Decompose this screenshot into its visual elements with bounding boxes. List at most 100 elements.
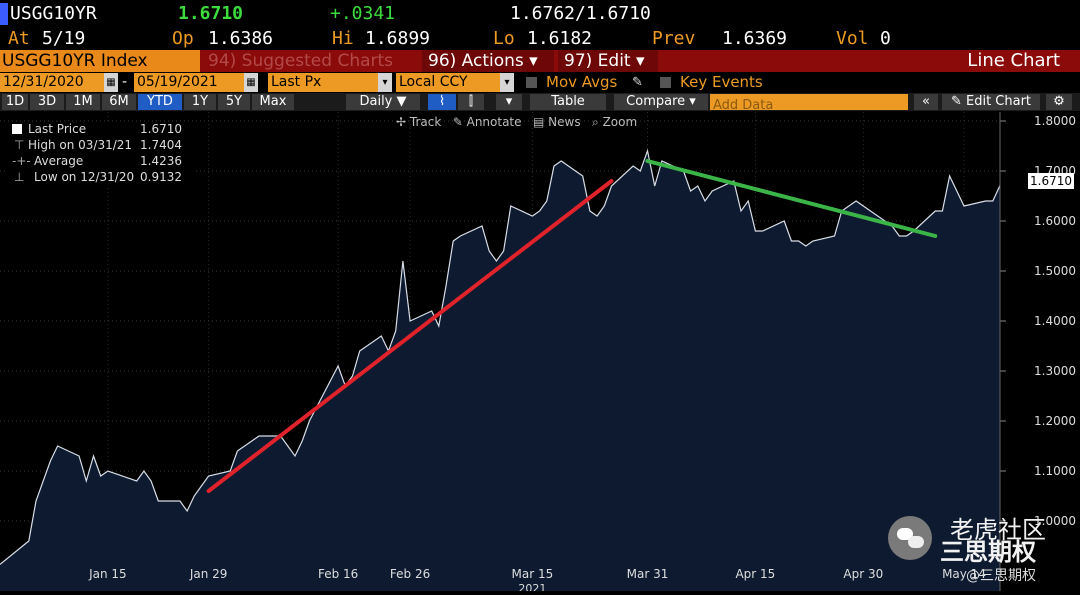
period-1m[interactable]: 1M (66, 94, 100, 110)
field-dropdown-icon[interactable]: ▾ (378, 73, 392, 92)
bar-chart-icon[interactable]: ⫿ (458, 94, 484, 110)
low-marker-icon: ⊥ (14, 170, 25, 184)
bid-ask: 1.6762/1.6710 (510, 3, 651, 24)
price-area (0, 150, 1000, 592)
security-name[interactable]: USGG10YR Index (0, 50, 200, 72)
period-3d[interactable]: 3D (30, 94, 64, 110)
table-button[interactable]: Table (530, 94, 606, 110)
mov-avgs-label[interactable]: Mov Avgs (546, 73, 618, 91)
start-calendar-icon[interactable]: ▦ (104, 73, 118, 92)
edit-chart-label: Edit Chart (966, 94, 1032, 109)
field-selector[interactable]: Last Px (268, 73, 378, 92)
end-calendar-icon[interactable]: ▦ (244, 73, 258, 92)
trend-lines (206, 159, 938, 493)
edit-pencil-icon: ✎ (950, 94, 962, 109)
x-tick-label: Mar 15 (512, 567, 554, 581)
chart-type-label[interactable]: Line Chart (967, 50, 1060, 71)
chart-style-dropdown-icon[interactable]: ▾ (496, 94, 522, 110)
prev-label: Prev (652, 28, 696, 49)
y-axis: 1.80001.70001.60001.50001.40001.30001.20… (999, 112, 1076, 591)
menu-bar: USGG10YR Index 94) Suggested Charts 96) … (0, 50, 1080, 72)
open-value: 1.6386 (208, 28, 274, 49)
frequency-selector[interactable]: Daily ▼ (346, 94, 420, 110)
watermark-line1: 老虎社区 (950, 516, 1046, 544)
legend-last-value: 1.6710 (140, 122, 182, 136)
ticker-marker (0, 3, 8, 25)
x-axis: Jan 15 Jan 29 Feb 16 Feb 26 Mar 15 Mar 31 Apr … (88, 567, 986, 595)
legend-low-value: 0.9132 (140, 170, 182, 184)
pencil-icon[interactable]: ✎ (632, 75, 643, 90)
currency-selector[interactable]: Local CCY (396, 73, 500, 92)
date-separator: - (122, 74, 128, 90)
suggested-charts-menu[interactable]: 94) Suggested Charts (208, 51, 394, 71)
watermark-handle: @三思期权 (966, 568, 1036, 584)
chart-panel[interactable]: 1.8000 1.7000 1.6000 1.5000 1.4000 1.3000 1.20… (0, 112, 1080, 595)
add-data-placeholder: Add Data (713, 98, 774, 113)
x-tick-label: Feb 16 (318, 567, 358, 581)
y-tick-label: 1.0000 (1034, 514, 1076, 528)
y-tick-label: 1.6000 (1034, 214, 1076, 228)
period-max[interactable]: Max (252, 94, 294, 110)
y-tick-label: 1.5000 (1034, 264, 1076, 278)
average-marker-icon: -+- (12, 154, 31, 168)
track-tool[interactable]: ✢ Track (396, 115, 442, 129)
watermark-line2: 三思期权 (940, 538, 1036, 566)
actions-menu[interactable]: 96) Actions ▾ (422, 50, 554, 72)
currency-dropdown-icon[interactable]: ▾ (500, 73, 514, 92)
news-tool[interactable]: ▤ News (532, 115, 581, 129)
key-events-label[interactable]: Key Events (680, 73, 763, 91)
edit-chart-button[interactable]: ✎ Edit Chart (942, 94, 1040, 110)
line-chart-icon[interactable]: ⌇ (428, 94, 456, 110)
x-tick-label: Mar 31 (627, 567, 669, 581)
price-change: +.0341 (330, 3, 396, 24)
y-tick-label: 1.4000 (1034, 314, 1076, 328)
last-value-tag: 1.6710 (1028, 173, 1074, 189)
last-price-swatch (12, 124, 22, 134)
period-5y[interactable]: 5Y (218, 94, 250, 110)
volume-label: Vol (836, 28, 869, 49)
toolbar-row: 1D 3D 1M 6M YTD 1Y 5Y Max Daily ▼ ⌇ ⫿ ▾ Table C… (0, 93, 1080, 113)
legend-average-label: Average (34, 154, 84, 168)
x-tick-label: Apr 30 (843, 567, 883, 581)
uptrend-line (206, 179, 614, 493)
edit-menu[interactable]: 97) Edit ▾ (558, 50, 658, 72)
settings-gear-icon[interactable]: ⚙ (1046, 94, 1072, 110)
mov-avgs-checkbox[interactable] (526, 77, 537, 88)
legend-high-label: High on 03/31/21 (28, 138, 133, 152)
zoom-tool[interactable]: ⌕ Zoom (592, 115, 638, 129)
legend-average-value: 1.4236 (140, 154, 182, 168)
y-tick-label: 1.8000 (1034, 114, 1076, 128)
y-tick-label: 1.2000 (1034, 414, 1076, 428)
open-label: Op (172, 28, 194, 49)
chart-controls-row: 12/31/2020 ▦ - 05/19/2021 ▦ Last Px ▾ Lo… (0, 73, 1080, 92)
x-year-label: 2021 (518, 582, 546, 591)
add-data-input[interactable]: Add Data (710, 94, 908, 113)
low-value: 1.6182 (527, 28, 593, 49)
legend-last-label: Last Price (28, 122, 87, 136)
x-tick-label: May 14 (942, 567, 986, 581)
period-1y[interactable]: 1Y (184, 94, 216, 110)
price-chart[interactable]: 1.80001.70001.60001.50001.40001.30001.20… (0, 112, 1080, 595)
high-marker-icon: ⊤ (14, 138, 25, 152)
legend-high-value: 1.7404 (140, 138, 182, 152)
downtrend-line (645, 159, 938, 238)
collapse-icon[interactable]: « (914, 94, 938, 110)
x-tick-label: Feb 26 (390, 567, 430, 581)
key-events-checkbox[interactable] (660, 77, 671, 88)
x-tick-label: Jan 29 (189, 567, 228, 581)
x-tick-label: Jan 15 (88, 567, 127, 581)
ohlc-row: At 5/19 Op 1.6386 Hi 1.6899 Lo 1.6182 Pr… (0, 28, 1080, 50)
y-tick-label: 1.1000 (1034, 464, 1076, 478)
period-6m[interactable]: 6M (102, 94, 136, 110)
wechat-logo-icon (888, 516, 932, 560)
prev-value: 1.6369 (722, 28, 788, 49)
period-ytd[interactable]: YTD (138, 94, 182, 110)
high-label: Hi (332, 28, 354, 49)
annotate-tool[interactable]: ✎ Annotate (452, 115, 522, 129)
volume-value: 0 (880, 28, 891, 49)
start-date-field[interactable]: 12/31/2020 (0, 73, 104, 92)
period-1d[interactable]: 1D (2, 94, 28, 110)
y-tick-label: 1.3000 (1034, 364, 1076, 378)
compare-button[interactable]: Compare ▾ (614, 94, 708, 110)
end-date-field[interactable]: 05/19/2021 (134, 73, 244, 92)
